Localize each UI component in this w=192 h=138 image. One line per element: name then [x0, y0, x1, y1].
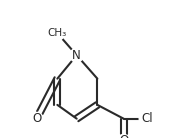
Circle shape — [139, 111, 155, 127]
Text: Cl: Cl — [141, 112, 153, 125]
Circle shape — [30, 112, 43, 125]
Circle shape — [70, 48, 84, 62]
Circle shape — [50, 26, 65, 40]
Text: N: N — [72, 49, 81, 62]
Text: O: O — [32, 112, 41, 125]
Circle shape — [117, 134, 130, 138]
Text: CH₃: CH₃ — [48, 28, 67, 38]
Text: O: O — [119, 134, 128, 138]
